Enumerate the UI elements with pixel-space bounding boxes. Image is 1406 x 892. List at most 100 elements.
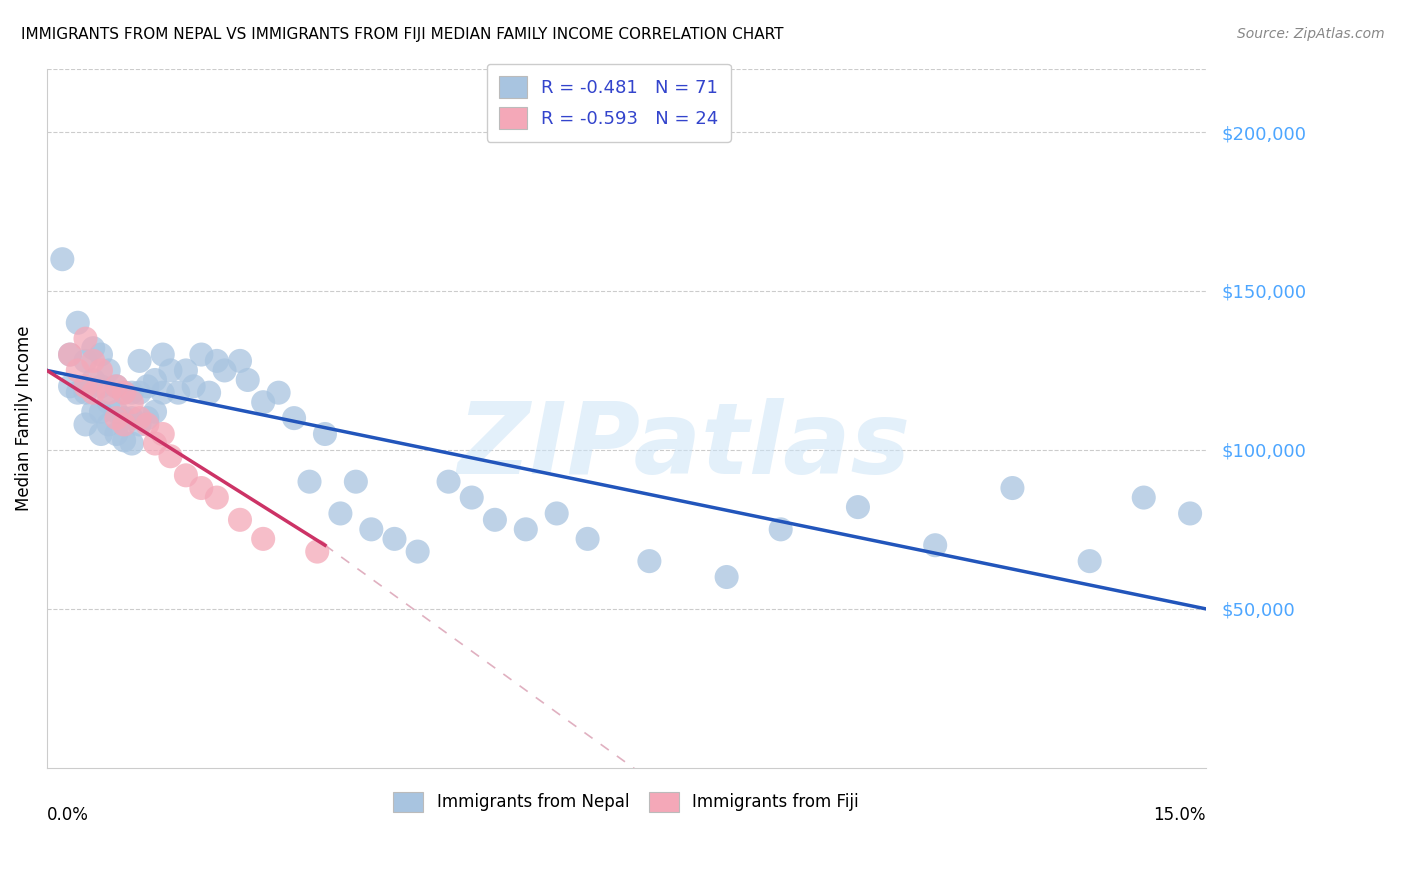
Point bbox=[159, 449, 181, 463]
Point bbox=[121, 411, 143, 425]
Text: 15.0%: 15.0% bbox=[1153, 806, 1205, 824]
Point bbox=[174, 363, 197, 377]
Point bbox=[66, 385, 89, 400]
Point bbox=[59, 347, 82, 361]
Point bbox=[1001, 481, 1024, 495]
Point bbox=[344, 475, 367, 489]
Point bbox=[136, 417, 159, 432]
Point bbox=[546, 507, 568, 521]
Point bbox=[515, 522, 537, 536]
Point bbox=[82, 341, 104, 355]
Text: 0.0%: 0.0% bbox=[46, 806, 89, 824]
Point bbox=[105, 379, 128, 393]
Point bbox=[66, 363, 89, 377]
Point bbox=[314, 427, 336, 442]
Point bbox=[159, 363, 181, 377]
Point bbox=[51, 252, 73, 267]
Point bbox=[769, 522, 792, 536]
Point bbox=[75, 379, 97, 393]
Point bbox=[360, 522, 382, 536]
Point bbox=[97, 417, 120, 432]
Y-axis label: Median Family Income: Median Family Income bbox=[15, 326, 32, 511]
Point bbox=[638, 554, 661, 568]
Point bbox=[105, 411, 128, 425]
Point bbox=[75, 385, 97, 400]
Point bbox=[97, 385, 120, 400]
Point bbox=[924, 538, 946, 552]
Point bbox=[298, 475, 321, 489]
Point bbox=[90, 363, 112, 377]
Point bbox=[59, 379, 82, 393]
Point bbox=[90, 405, 112, 419]
Point bbox=[66, 316, 89, 330]
Point bbox=[82, 385, 104, 400]
Point bbox=[121, 395, 143, 409]
Point bbox=[152, 347, 174, 361]
Point bbox=[143, 405, 166, 419]
Point bbox=[236, 373, 259, 387]
Point bbox=[205, 491, 228, 505]
Point bbox=[1132, 491, 1154, 505]
Point bbox=[190, 347, 212, 361]
Point bbox=[283, 411, 305, 425]
Point bbox=[128, 417, 150, 432]
Point bbox=[198, 385, 221, 400]
Point bbox=[143, 436, 166, 450]
Point bbox=[846, 500, 869, 514]
Point bbox=[128, 411, 150, 425]
Point bbox=[90, 347, 112, 361]
Point bbox=[112, 385, 135, 400]
Point bbox=[112, 417, 135, 432]
Point bbox=[97, 363, 120, 377]
Point bbox=[167, 385, 190, 400]
Point bbox=[136, 411, 159, 425]
Point bbox=[105, 379, 128, 393]
Point bbox=[82, 373, 104, 387]
Point bbox=[1078, 554, 1101, 568]
Point bbox=[437, 475, 460, 489]
Point bbox=[105, 427, 128, 442]
Text: IMMIGRANTS FROM NEPAL VS IMMIGRANTS FROM FIJI MEDIAN FAMILY INCOME CORRELATION C: IMMIGRANTS FROM NEPAL VS IMMIGRANTS FROM… bbox=[21, 27, 783, 42]
Point bbox=[59, 347, 82, 361]
Point bbox=[214, 363, 236, 377]
Point bbox=[267, 385, 290, 400]
Point bbox=[112, 411, 135, 425]
Point bbox=[121, 385, 143, 400]
Point bbox=[229, 354, 252, 368]
Point bbox=[576, 532, 599, 546]
Point bbox=[97, 395, 120, 409]
Point bbox=[484, 513, 506, 527]
Point bbox=[252, 395, 274, 409]
Point bbox=[190, 481, 212, 495]
Point bbox=[152, 385, 174, 400]
Point bbox=[128, 385, 150, 400]
Point bbox=[307, 544, 329, 558]
Point bbox=[128, 354, 150, 368]
Point bbox=[1178, 507, 1201, 521]
Point bbox=[105, 405, 128, 419]
Point bbox=[82, 405, 104, 419]
Point bbox=[384, 532, 406, 546]
Point bbox=[75, 354, 97, 368]
Point bbox=[174, 468, 197, 483]
Text: ZIPatlas: ZIPatlas bbox=[457, 398, 911, 494]
Point bbox=[716, 570, 738, 584]
Point bbox=[183, 379, 205, 393]
Point bbox=[329, 507, 352, 521]
Point bbox=[90, 379, 112, 393]
Point bbox=[112, 385, 135, 400]
Point bbox=[205, 354, 228, 368]
Point bbox=[112, 434, 135, 448]
Point bbox=[90, 427, 112, 442]
Point bbox=[406, 544, 429, 558]
Point bbox=[82, 354, 104, 368]
Point bbox=[152, 427, 174, 442]
Point bbox=[461, 491, 484, 505]
Legend: Immigrants from Nepal, Immigrants from Fiji: Immigrants from Nepal, Immigrants from F… bbox=[387, 785, 866, 819]
Point bbox=[121, 436, 143, 450]
Point bbox=[143, 373, 166, 387]
Point bbox=[75, 417, 97, 432]
Point bbox=[136, 379, 159, 393]
Point bbox=[252, 532, 274, 546]
Point bbox=[75, 332, 97, 346]
